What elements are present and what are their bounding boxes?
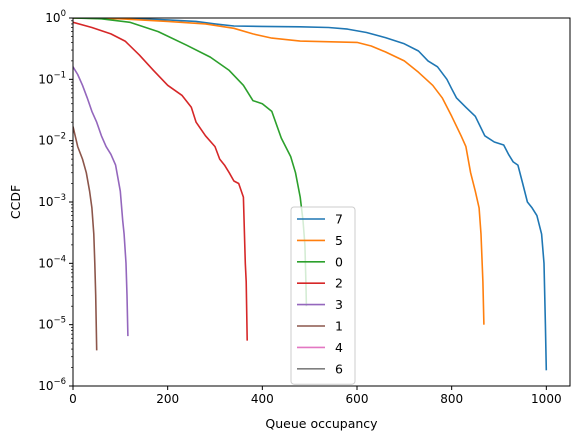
- legend-box: [290, 206, 356, 385]
- legend-label-5: 5: [335, 233, 343, 248]
- legend-label-7: 7: [335, 212, 343, 227]
- x-axis-label: Queue occupancy: [265, 416, 378, 431]
- series-line-1: [73, 126, 98, 351]
- x-tick-label: 600: [346, 392, 369, 406]
- x-tick-label: 400: [251, 392, 274, 406]
- legend: 7 5 0 2 3 1 4 6: [290, 206, 356, 385]
- x-tick-label: 800: [440, 392, 463, 406]
- y-tick-label: 10−2: [38, 132, 66, 148]
- y-axis-label: CCDF: [8, 185, 23, 219]
- y-tick-label: 10−3: [38, 193, 66, 209]
- x-tick-label: 1000: [531, 392, 562, 406]
- x-axis: 0 200 400 600 800 1000: [69, 386, 562, 406]
- legend-label-2: 2: [335, 276, 343, 291]
- series-line-5: [73, 18, 485, 325]
- y-axis: 10−6 10−5 10−4 10−3 10−2 10−1 100: [38, 9, 73, 393]
- x-tick-label: 0: [69, 392, 77, 406]
- legend-label-0: 0: [335, 254, 343, 269]
- series-line-0: [73, 18, 308, 307]
- series-line-3: [73, 66, 129, 337]
- y-tick-label: 10−4: [38, 254, 66, 270]
- y-tick-label: 10−5: [38, 316, 66, 332]
- y-tick-label: 10−6: [38, 377, 66, 393]
- legend-label-1: 1: [335, 319, 343, 334]
- series-line-7: [73, 18, 548, 371]
- y-tick-label: 10−1: [38, 70, 66, 86]
- x-tick-label: 200: [156, 392, 179, 406]
- plot-lines: [73, 18, 548, 371]
- legend-label-4: 4: [335, 340, 343, 355]
- y-tick-label: 100: [45, 9, 66, 25]
- legend-label-3: 3: [335, 297, 343, 312]
- series-line-2: [73, 21, 248, 341]
- legend-label-6: 6: [335, 361, 343, 376]
